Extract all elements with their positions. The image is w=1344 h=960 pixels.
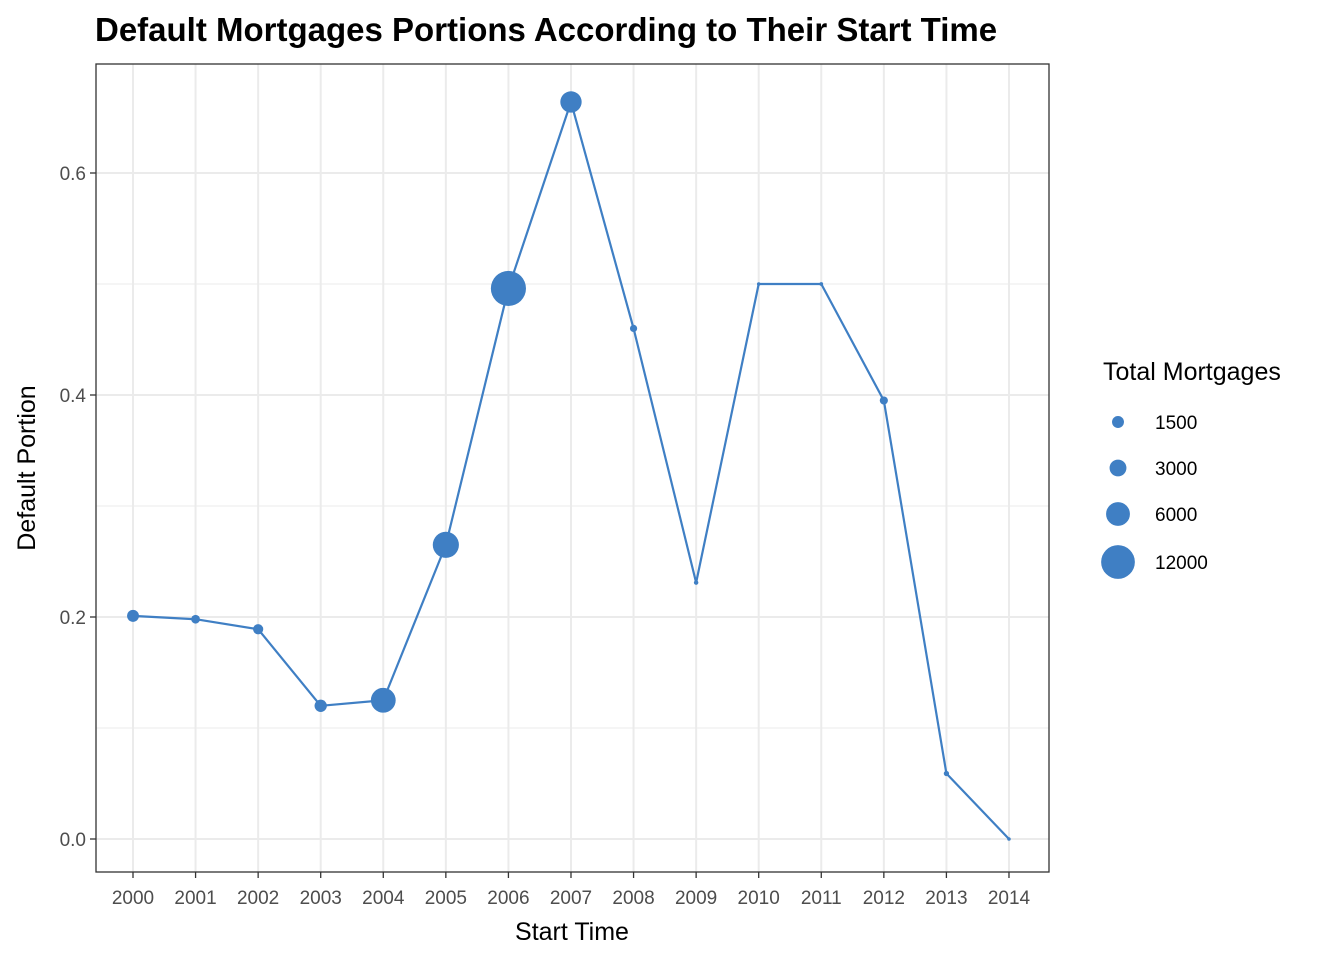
legend-title: Total Mortgages: [1103, 358, 1281, 386]
y-tick-label-2: 0.4: [60, 386, 87, 407]
x-tick-label-2014: 2014: [988, 888, 1031, 909]
data-point-2009: [694, 580, 698, 584]
legend-key-12000: [1101, 545, 1135, 579]
x-axis: 2000 2001 2002 2003 2004 2005 2006 2007 2008 2009…: [112, 872, 1031, 909]
data-point-2001: [191, 615, 200, 624]
x-tick-label-2005: 2005: [425, 888, 467, 909]
data-point-2013: [944, 771, 949, 776]
y-axis-title: Default Portion: [13, 385, 41, 550]
data-point-2008: [630, 325, 637, 332]
y-tick-label-0: 0.0: [60, 830, 86, 851]
data-point-2002: [253, 624, 263, 634]
y-tick-label-3: 0.6: [60, 164, 86, 185]
x-tick-label-2001: 2001: [174, 888, 216, 909]
x-tick-label-2013: 2013: [925, 888, 967, 909]
data-point-2014: [1007, 837, 1011, 841]
y-tick-label-1: 0.2: [60, 608, 86, 629]
data-point-2000: [127, 610, 139, 622]
legend-key-1500: [1112, 416, 1124, 428]
plot-panel: [96, 64, 1049, 872]
data-point-2011: [819, 282, 823, 286]
x-tick-label-2011: 2011: [801, 888, 842, 909]
chart-title: Default Mortgages Portions According to …: [95, 11, 997, 48]
plot-panel-background: [96, 64, 1049, 872]
x-tick-label-2000: 2000: [112, 888, 154, 909]
legend-key-3000: [1110, 460, 1127, 477]
x-tick-label-2008: 2008: [612, 888, 654, 909]
y-axis: 0.0 0.2 0.4 0.6: [60, 164, 96, 851]
legend-label-3000: 3000: [1155, 459, 1197, 480]
x-tick-label-2010: 2010: [738, 888, 780, 909]
legend-label-6000: 6000: [1155, 505, 1197, 526]
x-tick-label-2002: 2002: [237, 888, 279, 909]
data-point-2010: [757, 282, 761, 286]
data-point-2004: [371, 688, 396, 713]
legend-label-1500: 1500: [1155, 413, 1197, 434]
legend-label-12000: 12000: [1155, 553, 1208, 574]
x-axis-title: Start Time: [515, 918, 629, 946]
x-tick-label-2009: 2009: [675, 888, 717, 909]
data-point-2005: [433, 532, 459, 558]
x-tick-label-2004: 2004: [362, 888, 405, 909]
data-point-2007: [560, 91, 581, 112]
data-point-2006: [491, 271, 526, 306]
x-tick-label-2012: 2012: [863, 888, 905, 909]
x-tick-label-2006: 2006: [487, 888, 529, 909]
data-point-2012: [880, 396, 888, 404]
data-point-2003: [315, 700, 327, 712]
legend: Total Mortgages 1500 3000 6000 12000: [1101, 358, 1281, 579]
x-tick-label-2007: 2007: [550, 888, 592, 909]
legend-key-6000: [1106, 502, 1130, 526]
x-tick-label-2003: 2003: [300, 888, 342, 909]
